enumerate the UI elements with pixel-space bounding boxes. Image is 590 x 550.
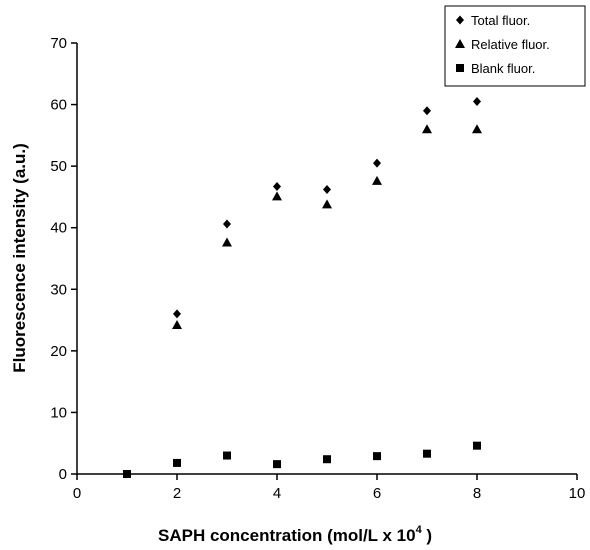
square-point <box>123 470 131 478</box>
square-point <box>223 451 231 460</box>
x-tick-label: 8 <box>473 485 481 502</box>
x-axis-title-main: SAPH concentration (mol/L x 10 <box>158 526 416 545</box>
square-point <box>173 458 181 467</box>
diamond-point <box>373 158 381 168</box>
y-tick-label: 10 <box>50 404 67 421</box>
triangle-point <box>172 319 182 329</box>
square-point <box>273 460 281 469</box>
x-axis-ticks: 0 2 4 6 8 10 <box>73 474 586 502</box>
triangle-point <box>422 124 432 134</box>
legend-label: Relative fluor. <box>471 37 550 52</box>
data-series <box>123 96 482 478</box>
triangle-point <box>372 175 382 185</box>
plot-area: 0 10 20 30 40 50 60 70 0 2 4 6 8 10 <box>50 35 585 502</box>
y-tick-label: 50 <box>50 158 67 175</box>
x-tick-label: 2 <box>173 485 181 502</box>
legend-diamond-icon <box>456 15 464 25</box>
square-point <box>323 455 331 464</box>
x-tick-label: 0 <box>73 485 81 502</box>
series-triangle <box>172 124 482 329</box>
y-tick-label: 30 <box>50 281 67 298</box>
series-square <box>123 441 481 478</box>
legend-items: Total fluor. Relative fluor. Blank fluor. <box>455 13 550 76</box>
diamond-point <box>323 185 331 195</box>
y-axis-title: Fluorescence intensity (a.u.) <box>10 143 29 373</box>
x-axis-title-suffix: ) <box>422 526 432 545</box>
triangle-point <box>222 237 232 247</box>
y-tick-label: 60 <box>50 97 67 114</box>
y-tick-label: 40 <box>50 220 67 237</box>
diamond-point <box>173 309 181 319</box>
square-point <box>423 449 431 458</box>
x-tick-label: 6 <box>373 485 381 502</box>
x-tick-label: 10 <box>569 485 586 502</box>
legend-label: Total fluor. <box>471 13 530 28</box>
triangle-point <box>472 124 482 134</box>
square-point <box>373 452 381 461</box>
x-tick-label: 4 <box>273 485 281 502</box>
diamond-point <box>273 181 281 191</box>
triangle-point <box>272 191 282 201</box>
x-axis-title-superscript: 4 <box>416 524 423 536</box>
diamond-point <box>223 219 231 229</box>
legend-box <box>444 5 586 87</box>
y-tick-label: 70 <box>50 35 67 52</box>
legend-label: Blank fluor. <box>471 61 535 76</box>
triangle-point <box>322 199 332 209</box>
square-point <box>473 441 481 450</box>
legend-square-icon <box>456 64 464 72</box>
y-tick-label: 0 <box>59 466 67 483</box>
legend-triangle-icon <box>455 39 465 48</box>
series-diamond <box>173 96 481 319</box>
diamond-point <box>423 106 431 116</box>
diamond-point <box>473 96 481 106</box>
x-axis-title: SAPH concentration (mol/L x 104 ) <box>158 524 432 545</box>
legend: Total fluor. Relative fluor. Blank fluor. <box>444 5 586 87</box>
y-axis-ticks: 0 10 20 30 40 50 60 70 <box>50 35 77 483</box>
y-tick-label: 20 <box>50 343 67 360</box>
